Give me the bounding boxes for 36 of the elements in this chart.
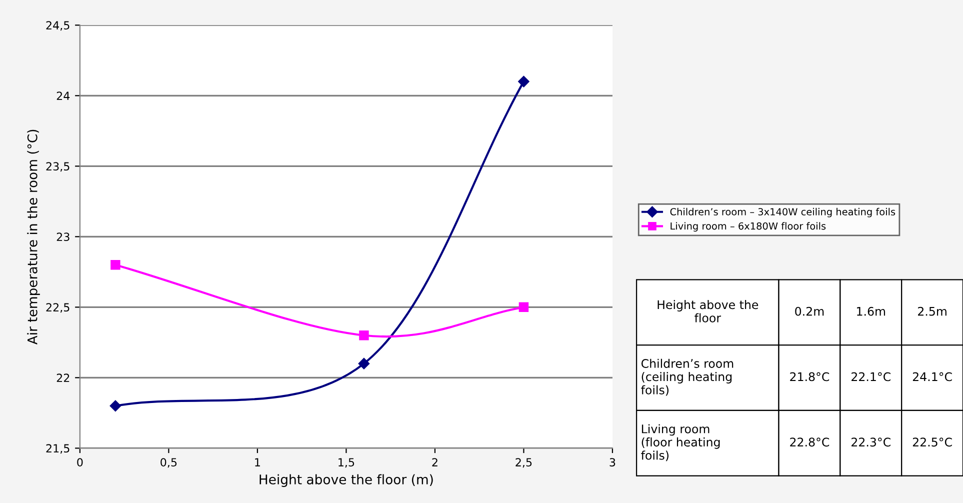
- text: 2.5m: [918, 306, 946, 316]
- point: [518, 302, 529, 312]
- text: 1.6m: [857, 306, 886, 316]
- text: 0.2m: [795, 306, 824, 316]
- x-tick-label: 1: [255, 458, 260, 466]
- y-tick-label: 22,5: [46, 303, 70, 313]
- point: [110, 260, 120, 270]
- text: 22.5°C: [912, 438, 952, 447]
- point: [359, 330, 369, 340]
- text: 22.8°C: [790, 438, 830, 447]
- point: [358, 358, 370, 370]
- y-tick-label: 22: [56, 374, 70, 382]
- y-tick-label: 23: [56, 232, 70, 242]
- text: 22.3°C: [852, 438, 890, 447]
- y-axis-title: Air temperature in the room (°C): [27, 130, 40, 345]
- x-tick-label: 2,5: [516, 458, 532, 468]
- x-tick-label: 1,5: [338, 458, 354, 468]
- x-axis-title: Height above the floor (m): [260, 474, 433, 487]
- y-tick-label: 23,5: [46, 162, 70, 172]
- text: Living room (floor heating foils): [641, 424, 720, 462]
- y-tick-label: 24: [56, 92, 70, 100]
- legend-label: Children’s room – 3x140W ceiling heating foils: [670, 208, 896, 218]
- text: 21.8°C: [790, 372, 830, 382]
- y-tick-label: 21,5: [46, 444, 70, 454]
- text: Height above the floor: [658, 300, 758, 322]
- text: Children’s room (ceiling heating foils): [641, 358, 734, 396]
- point: [518, 76, 530, 88]
- point: [110, 400, 122, 412]
- x-tick-label: 0,5: [160, 458, 177, 468]
- text: 24.1°C: [912, 372, 952, 382]
- x-tick-label: 3: [610, 458, 616, 466]
- y-tick-label: 24,5: [46, 21, 70, 31]
- x-tick-label: 0: [77, 458, 83, 466]
- legend-label: Living room – 6x180W floor foils: [670, 222, 826, 232]
- x-tick-label: 2: [432, 458, 438, 466]
- text: 22.1°C: [852, 372, 890, 382]
